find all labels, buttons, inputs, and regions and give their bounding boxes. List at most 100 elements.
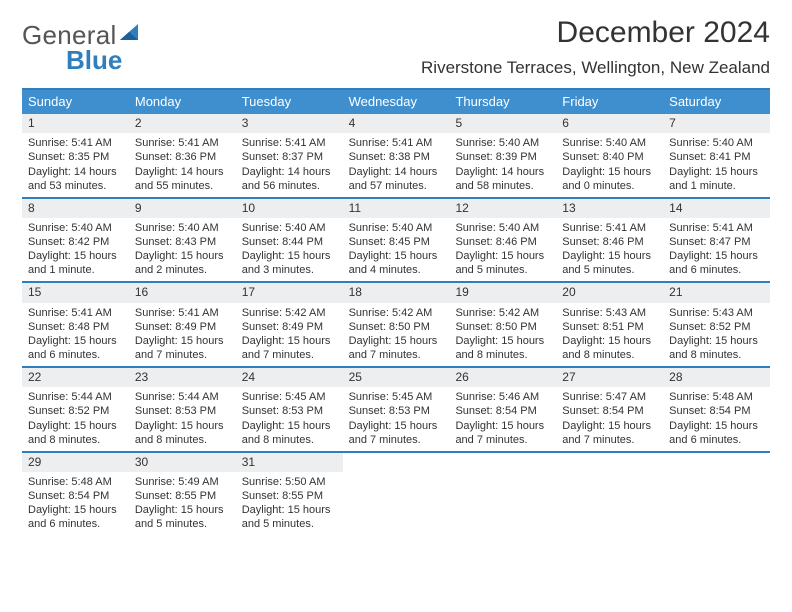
sunset-text: Sunset: 8:40 PM xyxy=(562,150,657,164)
day-cell: 28Sunrise: 5:48 AMSunset: 8:54 PMDayligh… xyxy=(663,368,770,451)
day-body: Sunrise: 5:48 AMSunset: 8:54 PMDaylight:… xyxy=(663,387,770,450)
day-cell: 26Sunrise: 5:46 AMSunset: 8:54 PMDayligh… xyxy=(449,368,556,451)
sunrise-text: Sunrise: 5:43 AM xyxy=(562,306,657,320)
sunrise-text: Sunrise: 5:40 AM xyxy=(135,221,230,235)
day-number: 16 xyxy=(129,283,236,302)
day-cell: 23Sunrise: 5:44 AMSunset: 8:53 PMDayligh… xyxy=(129,368,236,451)
day-body: Sunrise: 5:41 AMSunset: 8:46 PMDaylight:… xyxy=(556,218,663,281)
day-cell xyxy=(556,453,663,536)
daylight-text: Daylight: 15 hours and 7 minutes. xyxy=(455,419,550,447)
sunrise-text: Sunrise: 5:40 AM xyxy=(455,136,550,150)
sunrise-text: Sunrise: 5:41 AM xyxy=(562,221,657,235)
daylight-text: Daylight: 15 hours and 4 minutes. xyxy=(349,249,444,277)
daylight-text: Daylight: 15 hours and 5 minutes. xyxy=(242,503,337,531)
sunrise-text: Sunrise: 5:40 AM xyxy=(242,221,337,235)
day-cell: 13Sunrise: 5:41 AMSunset: 8:46 PMDayligh… xyxy=(556,199,663,282)
sunset-text: Sunset: 8:47 PM xyxy=(669,235,764,249)
day-cell: 3Sunrise: 5:41 AMSunset: 8:37 PMDaylight… xyxy=(236,114,343,197)
daylight-text: Daylight: 14 hours and 55 minutes. xyxy=(135,165,230,193)
day-body: Sunrise: 5:45 AMSunset: 8:53 PMDaylight:… xyxy=(236,387,343,450)
day-cell: 1Sunrise: 5:41 AMSunset: 8:35 PMDaylight… xyxy=(22,114,129,197)
sunset-text: Sunset: 8:54 PM xyxy=(455,404,550,418)
sunset-text: Sunset: 8:45 PM xyxy=(349,235,444,249)
sunset-text: Sunset: 8:55 PM xyxy=(135,489,230,503)
sunrise-text: Sunrise: 5:42 AM xyxy=(349,306,444,320)
day-number: 25 xyxy=(343,368,450,387)
sunset-text: Sunset: 8:35 PM xyxy=(28,150,123,164)
day-cell: 8Sunrise: 5:40 AMSunset: 8:42 PMDaylight… xyxy=(22,199,129,282)
sunset-text: Sunset: 8:46 PM xyxy=(562,235,657,249)
daylight-text: Daylight: 15 hours and 5 minutes. xyxy=(455,249,550,277)
dow-row: Sunday Monday Tuesday Wednesday Thursday… xyxy=(22,90,770,114)
daylight-text: Daylight: 15 hours and 6 minutes. xyxy=(669,419,764,447)
week-row: 29Sunrise: 5:48 AMSunset: 8:54 PMDayligh… xyxy=(22,453,770,536)
day-number: 7 xyxy=(663,114,770,133)
sunrise-text: Sunrise: 5:40 AM xyxy=(669,136,764,150)
day-cell xyxy=(663,453,770,536)
sunset-text: Sunset: 8:42 PM xyxy=(28,235,123,249)
day-number: 31 xyxy=(236,453,343,472)
sunrise-text: Sunrise: 5:41 AM xyxy=(669,221,764,235)
day-body: Sunrise: 5:44 AMSunset: 8:53 PMDaylight:… xyxy=(129,387,236,450)
sunset-text: Sunset: 8:50 PM xyxy=(455,320,550,334)
sunset-text: Sunset: 8:49 PM xyxy=(135,320,230,334)
day-body: Sunrise: 5:43 AMSunset: 8:52 PMDaylight:… xyxy=(663,303,770,366)
day-number: 3 xyxy=(236,114,343,133)
day-body: Sunrise: 5:40 AMSunset: 8:43 PMDaylight:… xyxy=(129,218,236,281)
sunrise-text: Sunrise: 5:40 AM xyxy=(562,136,657,150)
day-body: Sunrise: 5:46 AMSunset: 8:54 PMDaylight:… xyxy=(449,387,556,450)
day-number: 15 xyxy=(22,283,129,302)
dow-sunday: Sunday xyxy=(22,90,129,114)
day-number: 4 xyxy=(343,114,450,133)
daylight-text: Daylight: 15 hours and 7 minutes. xyxy=(135,334,230,362)
daylight-text: Daylight: 15 hours and 5 minutes. xyxy=(562,249,657,277)
day-number: 10 xyxy=(236,199,343,218)
day-cell: 17Sunrise: 5:42 AMSunset: 8:49 PMDayligh… xyxy=(236,283,343,366)
daylight-text: Daylight: 15 hours and 8 minutes. xyxy=(669,334,764,362)
sunrise-text: Sunrise: 5:45 AM xyxy=(242,390,337,404)
day-body: Sunrise: 5:49 AMSunset: 8:55 PMDaylight:… xyxy=(129,472,236,535)
sunset-text: Sunset: 8:52 PM xyxy=(28,404,123,418)
day-cell: 10Sunrise: 5:40 AMSunset: 8:44 PMDayligh… xyxy=(236,199,343,282)
daylight-text: Daylight: 15 hours and 8 minutes. xyxy=(242,419,337,447)
daylight-text: Daylight: 15 hours and 3 minutes. xyxy=(242,249,337,277)
day-number: 11 xyxy=(343,199,450,218)
sunrise-text: Sunrise: 5:45 AM xyxy=(349,390,444,404)
sunrise-text: Sunrise: 5:44 AM xyxy=(135,390,230,404)
day-number: 21 xyxy=(663,283,770,302)
sunset-text: Sunset: 8:53 PM xyxy=(242,404,337,418)
sunset-text: Sunset: 8:53 PM xyxy=(349,404,444,418)
day-body: Sunrise: 5:43 AMSunset: 8:51 PMDaylight:… xyxy=(556,303,663,366)
day-body: Sunrise: 5:40 AMSunset: 8:44 PMDaylight:… xyxy=(236,218,343,281)
day-number: 22 xyxy=(22,368,129,387)
week-row: 22 Sunrise: 5:44 AM Sunset: 8:52 PM Dayligh… xyxy=(22,368,770,453)
day-number: 14 xyxy=(663,199,770,218)
day-number: 18 xyxy=(343,283,450,302)
day-cell: 27Sunrise: 5:47 AMSunset: 8:54 PMDayligh… xyxy=(556,368,663,451)
day-body: Sunrise: 5:45 AMSunset: 8:53 PMDaylight:… xyxy=(343,387,450,450)
sunset-text: Sunset: 8:41 PM xyxy=(669,150,764,164)
sunset-text: Sunset: 8:50 PM xyxy=(349,320,444,334)
sunrise-text: Sunrise: 5:49 AM xyxy=(135,475,230,489)
header: General Blue December 2024 Riverstone Te… xyxy=(22,16,770,78)
day-number: 30 xyxy=(129,453,236,472)
day-body: Sunrise: 5:41 AMSunset: 8:37 PMDaylight:… xyxy=(236,133,343,196)
brand-text: General Blue xyxy=(22,22,140,76)
day-body: Sunrise: 5:42 AMSunset: 8:50 PMDaylight:… xyxy=(449,303,556,366)
sunrise-text: Sunrise: 5:40 AM xyxy=(349,221,444,235)
day-cell: 5Sunrise: 5:40 AMSunset: 8:39 PMDaylight… xyxy=(449,114,556,197)
sunrise-text: Sunrise: 5:41 AM xyxy=(242,136,337,150)
day-number: 20 xyxy=(556,283,663,302)
daylight-text: Daylight: 15 hours and 8 minutes. xyxy=(135,419,230,447)
day-body: Sunrise: 5:48 AMSunset: 8:54 PMDaylight:… xyxy=(22,472,129,535)
sunset-text: Sunset: 8:38 PM xyxy=(349,150,444,164)
day-body: Sunrise: 5:40 AMSunset: 8:39 PMDaylight:… xyxy=(449,133,556,196)
day-number: 27 xyxy=(556,368,663,387)
day-body: Sunrise: 5:47 AMSunset: 8:54 PMDaylight:… xyxy=(556,387,663,450)
sunset-text: Sunset: 8:39 PM xyxy=(455,150,550,164)
dow-saturday: Saturday xyxy=(663,90,770,114)
day-cell: 24Sunrise: 5:45 AMSunset: 8:53 PMDayligh… xyxy=(236,368,343,451)
daylight-text: Daylight: 15 hours and 1 minute. xyxy=(28,249,123,277)
sunset-text: Sunset: 8:52 PM xyxy=(669,320,764,334)
day-cell: 11 Sunrise: 5:40 AMSunset: 8:45 PMDayligh… xyxy=(343,199,450,282)
